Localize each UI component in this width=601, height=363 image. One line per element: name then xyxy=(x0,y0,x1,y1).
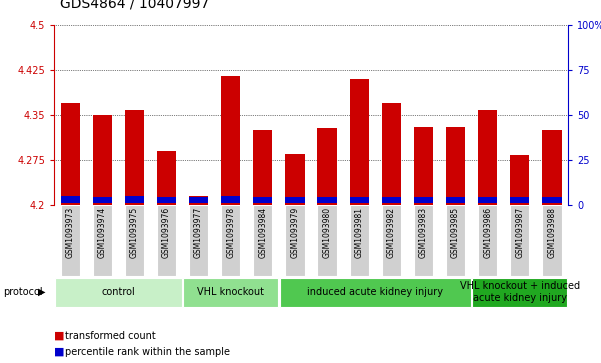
Text: GSM1093980: GSM1093980 xyxy=(323,207,332,258)
Text: GSM1093973: GSM1093973 xyxy=(66,207,75,258)
Bar xyxy=(61,103,80,205)
Text: GSM1093988: GSM1093988 xyxy=(548,207,557,258)
Text: GSM1093983: GSM1093983 xyxy=(419,207,428,258)
Text: GSM1093975: GSM1093975 xyxy=(130,207,139,258)
FancyBboxPatch shape xyxy=(413,205,433,276)
FancyBboxPatch shape xyxy=(446,205,465,276)
Text: GSM1093976: GSM1093976 xyxy=(162,207,171,258)
Bar xyxy=(446,197,465,203)
Text: induced acute kidney injury: induced acute kidney injury xyxy=(307,287,444,297)
FancyBboxPatch shape xyxy=(253,205,272,276)
FancyBboxPatch shape xyxy=(472,277,567,307)
Bar xyxy=(189,196,208,205)
Text: GSM1093979: GSM1093979 xyxy=(290,207,299,258)
Text: GSM1093981: GSM1093981 xyxy=(355,207,364,258)
Bar xyxy=(510,197,529,203)
Bar xyxy=(350,197,369,203)
FancyBboxPatch shape xyxy=(279,277,471,307)
Text: GDS4864 / 10407997: GDS4864 / 10407997 xyxy=(60,0,209,11)
Text: transformed count: transformed count xyxy=(65,331,156,341)
Text: GSM1093987: GSM1093987 xyxy=(515,207,524,258)
Text: ■: ■ xyxy=(54,347,64,357)
Text: GSM1093974: GSM1093974 xyxy=(98,207,107,258)
FancyBboxPatch shape xyxy=(285,205,305,276)
FancyBboxPatch shape xyxy=(93,205,112,276)
Bar xyxy=(446,127,465,205)
Bar xyxy=(93,115,112,205)
Text: GSM1093978: GSM1093978 xyxy=(226,207,235,258)
Bar xyxy=(221,76,240,205)
Bar xyxy=(317,197,337,203)
Bar xyxy=(157,197,176,203)
Bar xyxy=(382,197,401,203)
Bar xyxy=(253,197,272,203)
Bar xyxy=(285,197,305,203)
Bar xyxy=(285,154,305,205)
Text: protocol: protocol xyxy=(3,287,43,297)
FancyBboxPatch shape xyxy=(221,205,240,276)
FancyBboxPatch shape xyxy=(350,205,369,276)
Text: ■: ■ xyxy=(54,331,64,341)
Bar xyxy=(413,127,433,205)
FancyBboxPatch shape xyxy=(478,205,497,276)
Bar xyxy=(478,197,497,203)
FancyBboxPatch shape xyxy=(157,205,176,276)
Text: ▶: ▶ xyxy=(38,287,45,297)
Text: GSM1093985: GSM1093985 xyxy=(451,207,460,258)
Bar xyxy=(61,196,80,203)
Bar xyxy=(317,129,337,205)
Text: percentile rank within the sample: percentile rank within the sample xyxy=(65,347,230,357)
FancyBboxPatch shape xyxy=(125,205,144,276)
Text: VHL knockout + induced
acute kidney injury: VHL knockout + induced acute kidney inju… xyxy=(460,281,580,303)
FancyBboxPatch shape xyxy=(317,205,337,276)
FancyBboxPatch shape xyxy=(61,205,80,276)
Bar xyxy=(510,155,529,205)
Bar xyxy=(189,197,208,203)
FancyBboxPatch shape xyxy=(183,277,278,307)
Text: control: control xyxy=(102,287,135,297)
FancyBboxPatch shape xyxy=(55,277,182,307)
FancyBboxPatch shape xyxy=(189,205,208,276)
Text: GSM1093982: GSM1093982 xyxy=(387,207,396,258)
Bar xyxy=(253,130,272,205)
Bar xyxy=(157,151,176,205)
Bar xyxy=(125,196,144,203)
Bar xyxy=(382,103,401,205)
Text: GSM1093986: GSM1093986 xyxy=(483,207,492,258)
FancyBboxPatch shape xyxy=(382,205,401,276)
Bar xyxy=(221,196,240,203)
FancyBboxPatch shape xyxy=(510,205,529,276)
Text: VHL knockout: VHL knockout xyxy=(197,287,264,297)
Bar xyxy=(478,110,497,205)
Text: GSM1093977: GSM1093977 xyxy=(194,207,203,258)
Bar xyxy=(542,130,561,205)
Bar xyxy=(413,197,433,203)
Bar xyxy=(125,110,144,205)
Text: GSM1093984: GSM1093984 xyxy=(258,207,267,258)
Bar xyxy=(93,197,112,203)
Bar xyxy=(350,79,369,205)
FancyBboxPatch shape xyxy=(542,205,561,276)
Bar xyxy=(542,197,561,203)
